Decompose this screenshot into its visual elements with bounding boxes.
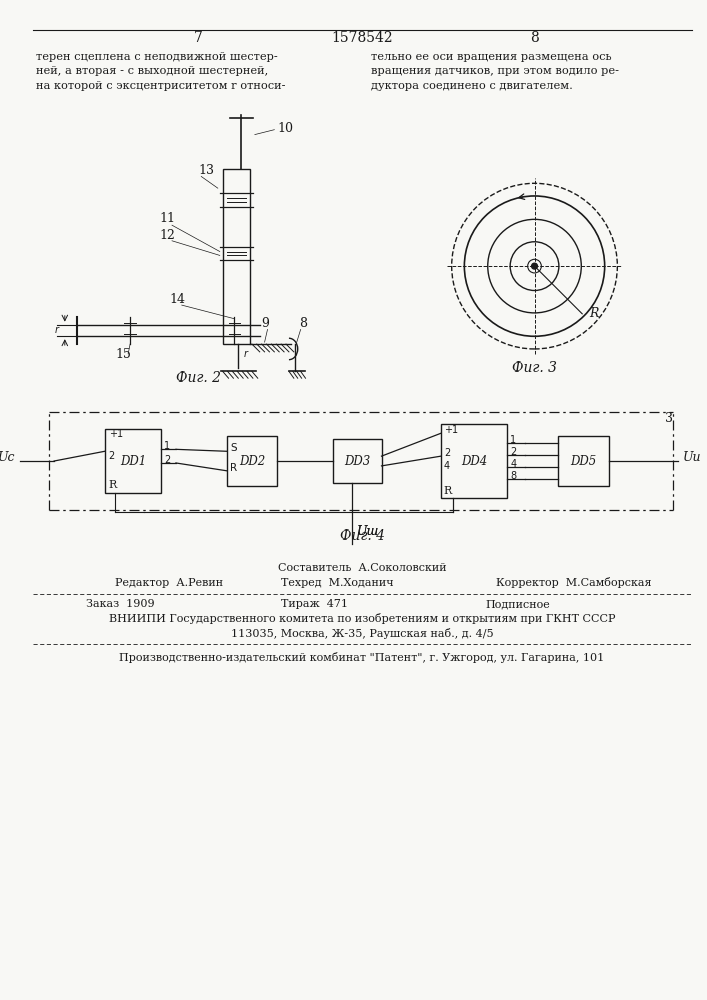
Text: 13: 13	[199, 164, 214, 177]
Bar	[333, 439, 382, 483]
Text: R: R	[230, 463, 238, 473]
Text: Uc: Uc	[0, 451, 15, 464]
Text: R: R	[444, 486, 452, 496]
Text: DD3: DD3	[344, 455, 370, 468]
Text: 1578542: 1578542	[331, 31, 393, 45]
Text: +1: +1	[444, 425, 458, 435]
Text: 2: 2	[164, 455, 170, 465]
Text: 15: 15	[115, 348, 132, 361]
Text: ВНИИПИ Государственного комитета по изобретениям и открытиям при ГКНТ СССР: ВНИИПИ Государственного комитета по изоб…	[109, 613, 615, 624]
Text: DD4: DD4	[461, 455, 487, 468]
Bar	[226, 436, 277, 486]
Text: Производственно-издательский комбинат "Патент", г. Ужгород, ул. Гагарина, 101: Производственно-издательский комбинат "П…	[119, 652, 604, 663]
Text: 2: 2	[444, 448, 450, 458]
Bar	[441, 424, 507, 498]
Text: 8: 8	[530, 31, 539, 45]
Text: 113035, Москва, Ж-35, Раушская наб., д. 4/5: 113035, Москва, Ж-35, Раушская наб., д. …	[230, 628, 493, 639]
Text: 1: 1	[164, 441, 170, 451]
Text: R: R	[109, 480, 117, 490]
Text: Фиг. 2: Фиг. 2	[176, 371, 221, 385]
Text: 8: 8	[298, 317, 307, 330]
Text: 3: 3	[665, 412, 673, 425]
Bar	[105, 429, 161, 493]
Text: +1: +1	[109, 429, 123, 439]
Text: Подписное: Подписное	[486, 599, 551, 609]
Text: Фиг. 4: Фиг. 4	[339, 529, 385, 543]
Text: 2: 2	[109, 451, 115, 461]
Text: Фиг. 3: Фиг. 3	[512, 361, 557, 375]
Text: 14: 14	[169, 293, 185, 306]
Text: тельно ее оси вращения размещена ось
вращения датчиков, при этом водило ре-
дукт: тельно ее оси вращения размещена ось вра…	[370, 52, 619, 91]
Text: 2: 2	[510, 447, 516, 457]
Bar	[223, 169, 250, 344]
Text: 9: 9	[262, 317, 269, 330]
Text: Корректор  М.Самборская: Корректор М.Самборская	[496, 577, 651, 588]
Text: Uи: Uи	[683, 451, 701, 464]
Bar	[558, 436, 609, 486]
Text: 4: 4	[444, 461, 450, 471]
Circle shape	[532, 263, 537, 269]
Text: 10: 10	[277, 122, 293, 135]
Text: r: r	[244, 349, 248, 359]
Text: Uш: Uш	[357, 525, 380, 538]
Text: 4: 4	[510, 459, 516, 469]
Text: Uш: Uш	[357, 525, 380, 538]
Text: DD2: DD2	[239, 455, 265, 468]
Text: 1: 1	[510, 435, 516, 445]
Text: 7: 7	[194, 31, 203, 45]
Text: терен сцеплена с неподвижной шестер-
ней, а вторая - с выходной шестерней,
на ко: терен сцеплена с неподвижной шестер- ней…	[35, 52, 285, 91]
Text: Техред  М.Ходанич: Техред М.Ходанич	[281, 578, 394, 588]
Text: Редактор  А.Ревин: Редактор А.Ревин	[115, 578, 223, 588]
Text: Заказ  1909: Заказ 1909	[86, 599, 155, 609]
Text: R: R	[589, 307, 598, 320]
Text: r: r	[55, 325, 59, 335]
Text: DD5: DD5	[570, 455, 597, 468]
Text: 8: 8	[510, 471, 516, 481]
Text: Тираж  471: Тираж 471	[281, 599, 348, 609]
Text: 11: 11	[159, 212, 175, 225]
Text: S: S	[230, 443, 237, 453]
Text: Составитель  А.Соколовский: Составитель А.Соколовский	[278, 563, 446, 573]
Text: DD1: DD1	[120, 455, 146, 468]
Text: 12: 12	[159, 229, 175, 242]
